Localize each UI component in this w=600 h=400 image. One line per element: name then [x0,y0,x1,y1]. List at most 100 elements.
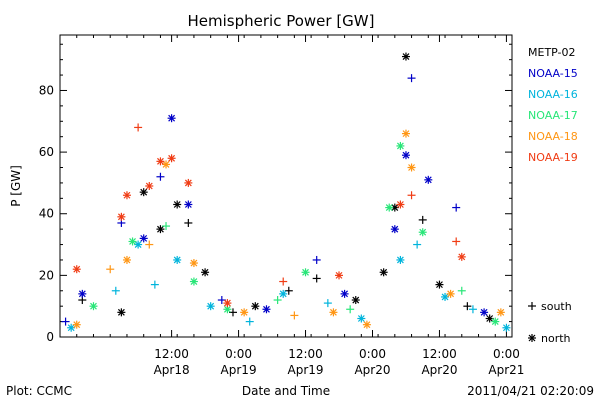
data-point-north [206,302,215,311]
data-point-north [401,52,410,61]
data-point-north [301,268,310,277]
data-point-south [162,222,171,231]
data-point-south [245,317,254,326]
data-point-south [273,296,282,305]
y-tick-label: 80 [39,83,54,97]
x-tick-date: Apr19 [288,363,324,377]
data-point-north [390,225,399,234]
data-point-south [184,218,193,227]
data-point-south [111,286,120,295]
data-point-north [89,302,98,311]
data-point-north [401,151,410,160]
data-point-north [72,320,81,329]
x-axis: 12:00 Apr18 0:00 Apr19 12:00 Apr19 0:00 Apr20 12… [59,35,524,377]
data-point-north [424,175,433,184]
y-tick-label: 20 [39,268,54,282]
data-point-north [396,141,405,150]
data-point-north [139,188,148,197]
data-point-north [128,237,137,246]
x-tick-date: Apr18 [154,363,190,377]
x-tick-time: 12:00 [422,347,457,361]
data-point-south [279,277,288,286]
series-noaa-18 [72,129,505,329]
x-axis-label: Date and Time [242,384,330,398]
series-noaa-19 [72,123,466,308]
data-point-north [401,129,410,138]
data-point-north [329,308,338,317]
series-noaa-16 [67,240,511,332]
data-point-south [145,240,154,249]
data-point-south [156,172,165,181]
data-point-north [435,280,444,289]
data-point-south [134,123,143,132]
data-point-north [480,308,489,317]
data-point-north [457,252,466,261]
legend-entry: NOAA-17 [528,109,578,122]
data-point-north [407,163,416,172]
data-point-south [106,265,115,274]
data-point-north [173,255,182,264]
data-point-south [346,305,355,314]
legend-entry: NOAA-18 [528,130,578,143]
legend-south-marker [528,302,536,310]
data-point-north [184,178,193,187]
data-point-north [502,323,511,332]
y-axis: 0 20 40 60 80 [39,43,512,344]
series-noaa-15 [61,74,489,326]
legend-north-label: north [541,332,571,345]
data-point-south [413,240,422,249]
data-point-north [418,228,427,237]
data-point-north [362,320,371,329]
data-point-north [396,200,405,209]
y-axis-label: P [GW] [9,165,23,207]
data-point-north [240,308,249,317]
data-point-north [189,259,198,268]
legend-north-marker [528,334,536,342]
data-point-north [117,212,126,221]
data-point-south [418,215,427,224]
series-noaa-17 [89,141,500,326]
data-point-north [357,314,366,323]
data-point-north [251,302,260,311]
data-point-north [78,289,87,298]
footer-right: 2011/04/21 02:20:09 [467,384,594,398]
data-point-north [385,203,394,212]
data-point-north [491,317,500,326]
x-tick-time: 12:00 [154,347,189,361]
footer-left: Plot: CCMC [6,384,72,398]
data-point-south [61,317,70,326]
data-points [61,52,511,332]
data-point-south [312,255,321,264]
data-point-north [351,296,360,305]
data-point-north [117,308,126,317]
y-tick-label: 0 [46,330,54,344]
x-tick-date: Apr19 [221,363,257,377]
plot-frame [59,34,513,338]
data-point-south [323,299,332,308]
legend-entry: NOAA-15 [528,67,578,80]
data-point-north [122,191,131,200]
data-point-north [335,271,344,280]
data-point-north [145,182,154,190]
legend-entry: METP-02 [528,46,576,59]
data-point-north [379,268,388,277]
data-point-north [446,289,455,298]
data-point-north [223,305,232,314]
legend: METP-02 NOAA-15 NOAA-16 NOAA-17 NOAA-18 NOAA-… [528,46,578,345]
data-point-south [468,305,477,314]
data-point-north [201,268,210,277]
x-tick-time: 0:00 [359,347,386,361]
series-metp-02 [78,52,494,323]
data-point-north [441,292,450,301]
data-point-north [396,255,405,264]
data-point-south [463,302,472,311]
data-point-north [262,305,271,314]
data-point-north [167,114,176,123]
chart-title: Hemispheric Power [GW] [188,12,375,30]
data-point-south [312,274,321,283]
data-point-north [184,200,193,209]
data-point-north [122,255,131,264]
x-tick-time: 12:00 [288,347,323,361]
data-point-north [279,289,288,298]
